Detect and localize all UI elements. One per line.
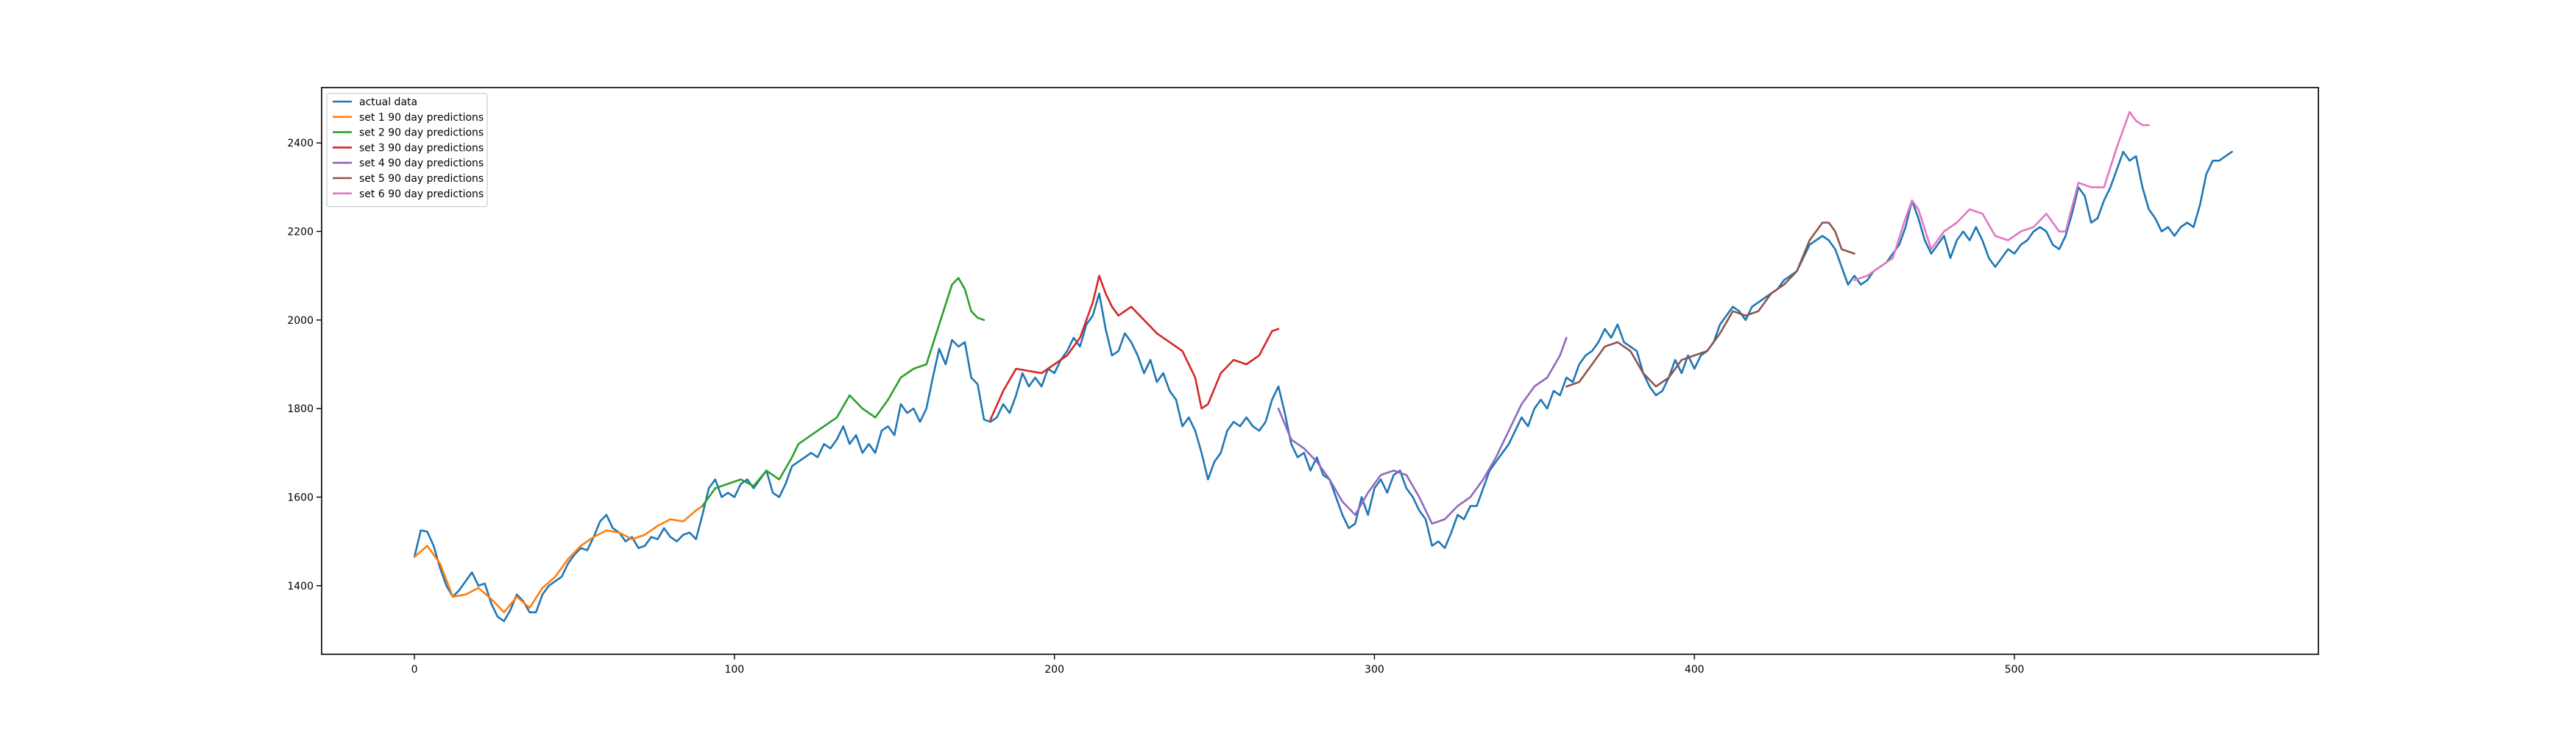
legend-label-4: set 4 90 day predictions <box>359 158 484 169</box>
plot-background <box>322 88 2318 654</box>
y-tick-label-5: 2400 <box>287 138 314 149</box>
series-layer <box>413 110 2233 623</box>
legend-label-3: set 3 90 day predictions <box>359 142 484 154</box>
y-tick-label-1: 1600 <box>287 492 314 503</box>
y-tick-label-2: 1800 <box>287 403 314 415</box>
x-tick-label-5: 500 <box>2005 664 2025 676</box>
series-line-5 <box>1565 222 1855 388</box>
x-tick-label-1: 100 <box>724 664 744 676</box>
y-tick-label-0: 1400 <box>287 581 314 592</box>
legend-label-2: set 2 90 day predictions <box>359 127 484 139</box>
legend-label-5: set 5 90 day predictions <box>359 173 484 185</box>
x-tick-label-2: 200 <box>1044 664 1064 676</box>
plot-frame <box>321 87 2319 655</box>
legend-label-6: set 6 90 day predictions <box>359 188 484 200</box>
legend-label-0: actual data <box>359 96 417 108</box>
axes-layer: 0 100 200 300 400 500 1400 1600 1800 2000 2200 2400 <box>287 87 2319 676</box>
x-tick-label-0: 0 <box>411 664 418 676</box>
legend: actual data set 1 90 day predictions set 2… <box>326 93 488 208</box>
series-line-2 <box>701 277 986 507</box>
legend-box <box>326 93 488 208</box>
y-tick-label-4: 2200 <box>287 227 314 238</box>
x-tick-label-3: 300 <box>1365 664 1384 676</box>
legend-label-1: set 1 90 day predictions <box>359 112 484 124</box>
plot-area <box>322 88 2318 654</box>
x-tick-label-4: 400 <box>1685 664 1705 676</box>
series-line-4 <box>1277 336 1568 525</box>
series-line-0 <box>413 150 2233 623</box>
series-line-3 <box>989 275 1280 421</box>
series-line-6 <box>1853 110 2150 281</box>
y-tick-label-3: 2000 <box>287 315 314 327</box>
series-line-1 <box>413 505 704 614</box>
